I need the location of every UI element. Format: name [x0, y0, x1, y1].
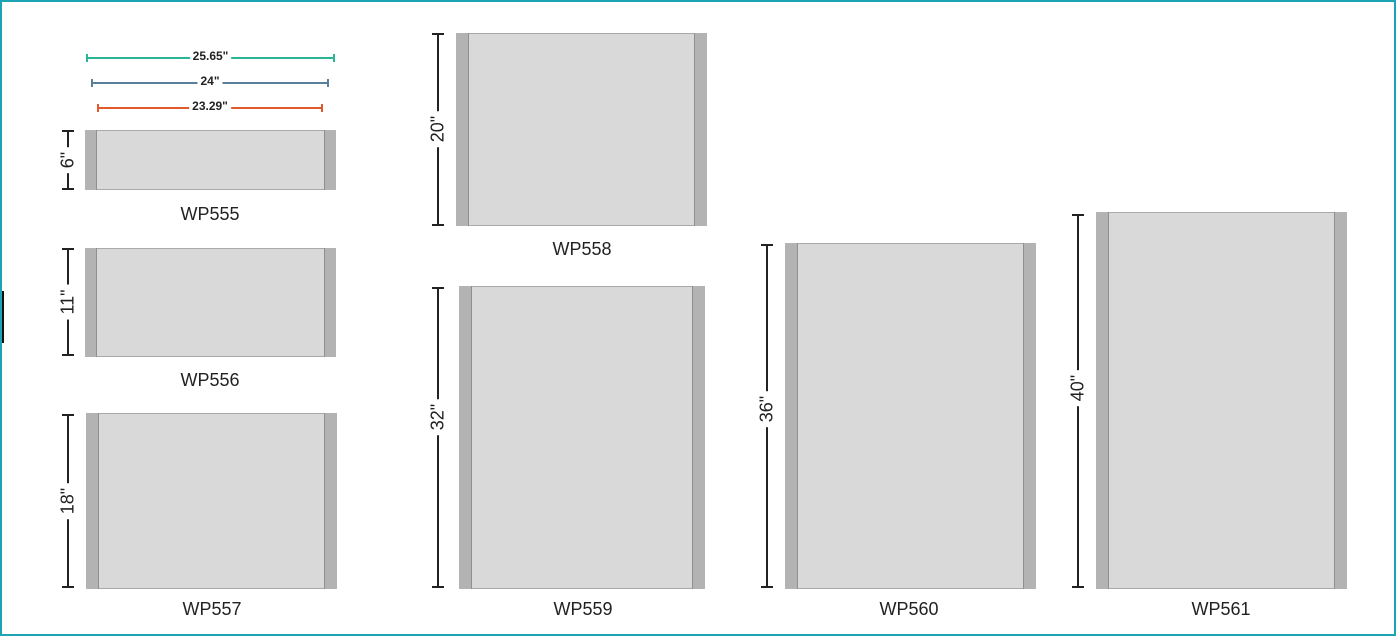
- model-label-wp561: WP561: [1191, 599, 1251, 619]
- sign-panel-wp555: [85, 130, 336, 190]
- sign-panel-wp556: [85, 248, 336, 357]
- model-label-wp556: WP556: [180, 370, 240, 390]
- height-label-wp561: 40": [1067, 369, 1089, 407]
- width-dimension-insert: 23.29": [97, 99, 323, 113]
- model-label-wp560: WP560: [879, 599, 939, 619]
- left-edge-marker: [2, 291, 4, 343]
- width-label-insert: 23.29": [189, 99, 231, 113]
- dimension-end-tick: [91, 79, 93, 87]
- sign-panel-wp560: [785, 243, 1036, 589]
- sign-panel-wp559: [459, 286, 705, 589]
- sign-panel-wp558: [456, 33, 707, 226]
- model-label-wp559: WP559: [553, 599, 613, 619]
- width-dimension-frame: 24": [91, 74, 329, 88]
- model-label-wp555: WP555: [180, 204, 240, 224]
- model-label-wp558: WP558: [552, 239, 612, 259]
- model-label-wp557: WP557: [182, 599, 242, 619]
- dimension-end-tick: [333, 54, 335, 62]
- height-label-wp560: 36": [756, 390, 778, 428]
- height-label-wp557: 18": [57, 482, 79, 520]
- height-label-wp558: 20": [427, 110, 449, 148]
- dimension-end-tick: [327, 79, 329, 87]
- dimension-end-tick: [86, 54, 88, 62]
- width-dimension-overall: 25.65": [86, 49, 335, 63]
- height-label-wp555: 6": [57, 146, 79, 174]
- sign-panel-wp557: [86, 413, 337, 589]
- height-label-wp559: 32": [427, 398, 449, 436]
- dimension-end-tick: [321, 104, 323, 112]
- width-label-overall: 25.65": [189, 49, 232, 63]
- width-label-frame: 24": [197, 74, 223, 88]
- height-label-wp556: 11": [57, 284, 79, 320]
- dimension-end-tick: [97, 104, 99, 112]
- sign-panel-wp561: [1096, 212, 1347, 589]
